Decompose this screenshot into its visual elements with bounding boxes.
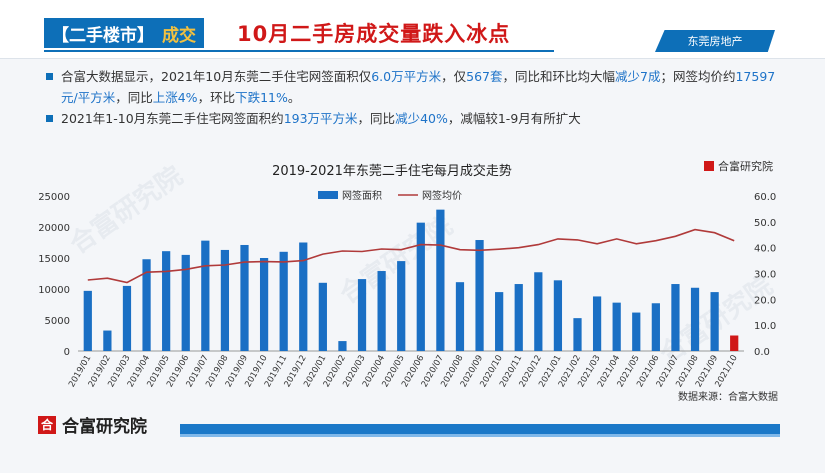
section-tag-topic: 成交 (162, 18, 204, 48)
source-logo-icon (704, 161, 714, 171)
footer-logo: 合 合富研究院 (38, 412, 147, 437)
source-logo: 合富研究院 (704, 159, 773, 173)
y-right-tick-label: 50.0 (754, 218, 776, 229)
brand-badge: 东莞房地产 (655, 30, 775, 52)
bar-mark (142, 259, 151, 351)
bar-mark (592, 296, 602, 351)
bar-mark (83, 290, 92, 351)
bar-mark (671, 284, 680, 351)
bar-mark (318, 282, 327, 351)
bullet-text: 合富大数据显示，2021年10月东莞二手住宅网签面积仅6.0万平方米，仅567套… (61, 69, 776, 105)
y-left-tick-label: 0 (64, 347, 70, 358)
y-left-tick-label: 5000 (45, 316, 70, 327)
bar-mark (338, 341, 347, 351)
footer-logo-label: 合富研究院 (62, 417, 147, 437)
bar-mark (259, 258, 269, 351)
bar-mark (455, 282, 465, 351)
title-underline (44, 50, 554, 52)
bar-mark (573, 318, 582, 351)
bar-mark (553, 280, 563, 351)
source-note: 数据来源：合富大数据 (678, 390, 778, 402)
bar-mark (730, 335, 739, 351)
bar-mark (181, 254, 190, 351)
y-right-tick-label: 10.0 (754, 321, 776, 332)
section-tag: 【二手楼市】 成交 (44, 18, 204, 48)
legend-line-label: 网签均价 (422, 189, 462, 202)
price-line (87, 228, 735, 284)
page-title: 10月二手房成交量跌入冰点 (237, 22, 511, 46)
bar-mark (220, 249, 230, 351)
y-left-tick-label: 25000 (38, 192, 70, 203)
bar-mark (690, 287, 700, 351)
bar-mark (122, 285, 132, 351)
y-right-tick-label: 40.0 (754, 244, 776, 255)
bar-mark (377, 271, 386, 351)
bar-mark (397, 261, 406, 351)
bar-mark (416, 222, 425, 351)
bar-mark (240, 244, 249, 351)
bar-mark (162, 251, 171, 351)
section-tag-category: 【二手楼市】 (44, 18, 162, 48)
bar-mark (299, 242, 308, 351)
bar-mark (495, 292, 504, 351)
bar-mark (357, 279, 367, 351)
legend-bar-swatch (318, 191, 338, 199)
bar-mark (612, 302, 621, 351)
brand-label: 东莞房地产 (687, 35, 743, 48)
header-bar: 【二手楼市】 成交 10月二手房成交量跌入冰点 东莞房地产 (0, 0, 825, 59)
y-right-tick-label: 20.0 (754, 295, 776, 306)
bullet-item: 合富大数据显示，2021年10月东莞二手住宅网签面积仅6.0万平方米，仅567套… (46, 66, 786, 108)
bar-mark (436, 209, 445, 351)
footer-band-accent (180, 434, 780, 437)
chart-legend: 网签面积 网签均价 (318, 189, 462, 202)
bullet-item: 2021年1-10月东莞二手住宅网签面积约193万平方米，同比减少40%，减幅较… (46, 108, 786, 129)
source-logo-label: 合富研究院 (718, 159, 773, 173)
chart-title: 2019-2021年东莞二手住宅每月成交走势 (272, 163, 512, 179)
bullet-square-icon (46, 115, 53, 122)
bar-mark (710, 292, 719, 351)
y-left-tick-label: 15000 (38, 254, 70, 265)
bar-mark (475, 240, 484, 351)
y-right-tick-label: 60.0 (754, 192, 776, 203)
bar-mark (514, 284, 523, 351)
bar-mark (103, 330, 112, 351)
y-right-tick-label: 0.0 (754, 347, 770, 358)
y-left-tick-label: 20000 (38, 223, 70, 234)
logo-mark-icon: 合 (38, 415, 56, 434)
bar-mark (632, 312, 641, 351)
bullet-square-icon (46, 73, 53, 80)
summary-bullets: 合富大数据显示，2021年10月东莞二手住宅网签面积仅6.0万平方米，仅567套… (46, 66, 786, 129)
y-left-tick-label: 10000 (38, 285, 70, 296)
legend-bar-label: 网签面积 (342, 189, 382, 202)
y-right-tick-label: 30.0 (754, 270, 776, 281)
chart: 2019-2021年东莞二手住宅每月成交走势 合富研究院 网签面积 网签均价 0 5… (38, 159, 778, 402)
bar-mark (201, 240, 210, 351)
bullet-text: 2021年1-10月东莞二手住宅网签面积约193万平方米，同比减少40%，减幅较… (61, 111, 581, 126)
bar-mark (534, 272, 543, 351)
footer-band (180, 424, 780, 434)
bar-mark (651, 303, 660, 351)
bar-mark (279, 251, 288, 351)
